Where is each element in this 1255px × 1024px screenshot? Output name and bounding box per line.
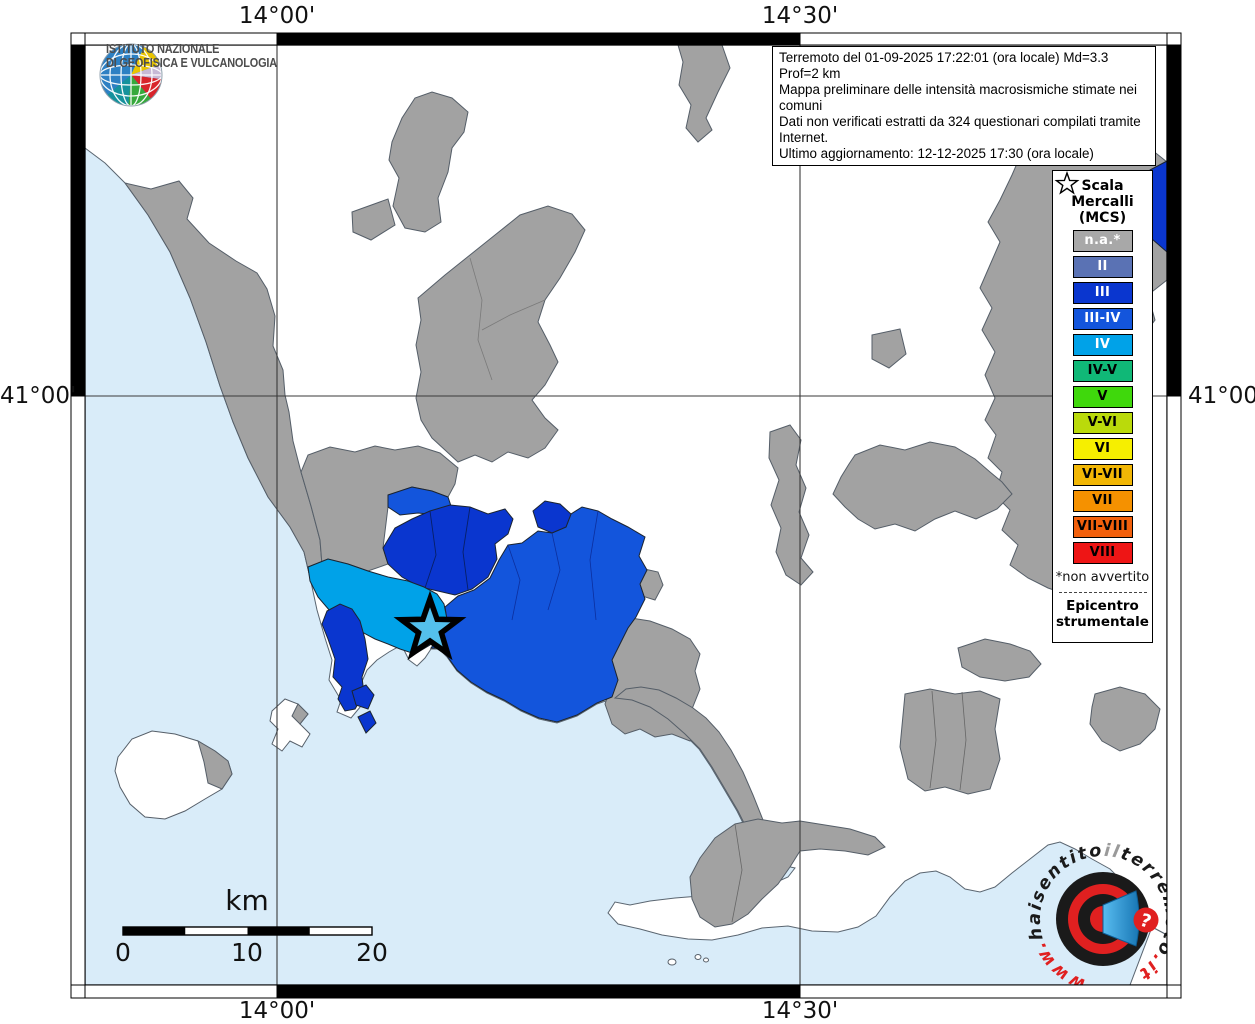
municipality-iii [357, 710, 377, 734]
ingv-name-line1: ISTITUTO NAZIONALE [106, 41, 220, 56]
legend-divider [1058, 592, 1147, 593]
legend-swatch-iii: III [1072, 282, 1133, 304]
haisentito-logo: ? www.haisentitoilterremoto.it [1025, 841, 1167, 985]
coord-label-bottom-left: 14°00' [238, 998, 316, 1024]
graticule [85, 45, 1167, 985]
legend-swatch-iv: IV [1072, 334, 1133, 356]
question-icon [1133, 907, 1159, 933]
info-line-event: Terremoto del 01-09-2025 17:22:01 (ora l… [779, 50, 1109, 81]
ingv-logo: ISTITUTO NAZIONALE DI GEOFISICA E VULCAN… [98, 41, 310, 107]
legend-swatch-vii: VII [1072, 490, 1133, 512]
legend-footnote: *non avvertito [1055, 570, 1150, 585]
epicenter-legend-star-icon [1054, 171, 1080, 195]
info-line-data: Dati non verificati estratti da 324 ques… [779, 114, 1141, 145]
earthquake-info-box: Terremoto del 01-09-2025 17:22:01 (ora l… [772, 46, 1156, 166]
ingv-globe-icon [99, 43, 163, 107]
info-line-update: Ultimo aggiornamento: 12-12-2025 17:30 (… [779, 146, 1094, 161]
epicenter-star-icon [393, 590, 467, 661]
legend-swatch-v: V [1072, 386, 1133, 408]
info-line-map: Mappa preliminare delle intensità macros… [779, 82, 1137, 113]
legend-swatch-na: n.a.* [1072, 230, 1133, 252]
islet [667, 958, 677, 966]
legend-swatch-vi: VI [1072, 438, 1133, 460]
scale-tick-20: 20 [356, 938, 388, 967]
scale-tick-0: 0 [115, 938, 131, 967]
legend-title-line2: Mercalli [1071, 194, 1134, 210]
ingv-name-line2: DI GEOFISICA E VULCANOLOGIA [106, 55, 278, 70]
mcs-legend: Scala Mercalli (MCS) n.a.* II III III-IV… [1052, 170, 1153, 643]
municipality-iii-iv [430, 506, 648, 723]
legend-swatch-ii: II [1072, 256, 1133, 278]
coord-label-bottom-right: 14°30' [761, 998, 839, 1024]
legend-swatch-viii: VIII [1072, 542, 1133, 564]
islands [114, 698, 709, 966]
sea [85, 147, 1167, 985]
map-frame [70, 32, 1182, 999]
municipality-iii [351, 684, 375, 710]
scale-bar [122, 926, 373, 936]
legend-swatch-iv-v: IV-V [1072, 360, 1133, 382]
coord-label-left: 41°00' [0, 383, 77, 409]
legend-swatch-vii-viii: VII-VIII [1072, 516, 1133, 538]
legend-epicenter-line2: strumentale [1056, 614, 1149, 630]
legend-title-line1: Scala [1081, 178, 1124, 194]
scale-unit-label: km [225, 884, 269, 917]
coord-label-right: 41°00' [1188, 383, 1255, 409]
municipality-iii [321, 603, 369, 712]
legend-swatch-v-vi: V-VI [1072, 412, 1133, 434]
salerno-coast-land [1129, 926, 1167, 985]
legend-title-line3: (MCS) [1078, 210, 1127, 226]
islet [703, 957, 709, 963]
coord-label-top-right: 14°30' [761, 3, 839, 29]
legend-swatch-vi-vii: VI-VII [1072, 464, 1133, 486]
municipality-iii [532, 500, 572, 534]
islet [694, 954, 702, 960]
coord-label-top-left: 14°00' [238, 3, 316, 29]
legend-epicenter-line1: Epicentro [1066, 598, 1139, 614]
scale-tick-10: 10 [231, 938, 263, 967]
legend-swatch-iii-iv: III-IV [1072, 308, 1133, 330]
